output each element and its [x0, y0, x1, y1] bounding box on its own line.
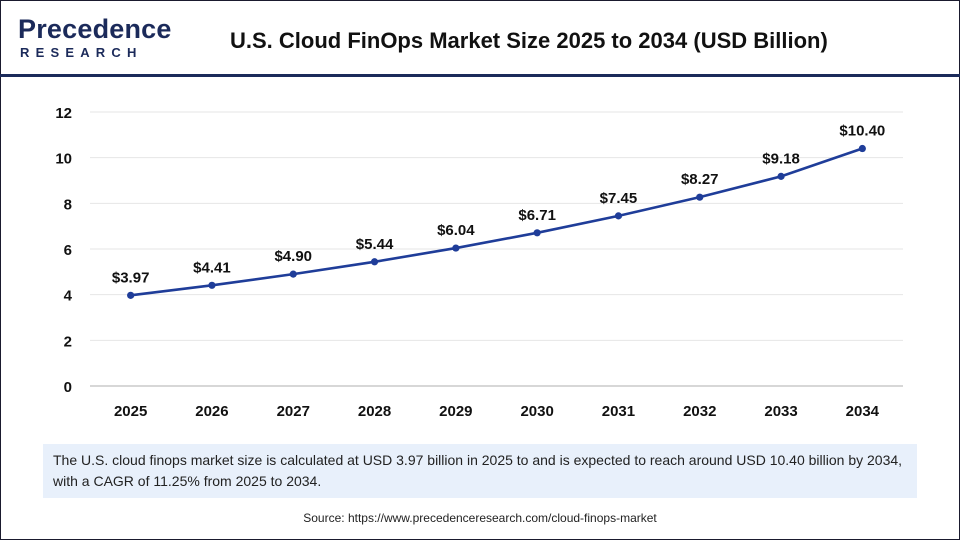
logo-wordmark: Precedence	[18, 14, 172, 44]
data-label: $5.44	[356, 236, 394, 253]
data-point	[533, 229, 541, 237]
y-tick-label: 12	[55, 105, 72, 122]
x-tick-label: 2034	[846, 403, 880, 420]
x-tick-label: 2028	[358, 403, 391, 420]
y-tick-label: 2	[64, 333, 72, 350]
x-tick-label: 2032	[683, 403, 716, 420]
source-citation: Source: https://www.precedenceresearch.c…	[303, 511, 657, 525]
summary-note: The U.S. cloud finops market size is cal…	[43, 444, 917, 498]
data-point	[208, 281, 216, 289]
data-label: $4.41	[193, 259, 231, 276]
data-point	[858, 144, 866, 153]
data-point	[777, 172, 785, 180]
header-divider	[0, 74, 960, 77]
data-label: $10.40	[839, 123, 885, 140]
header: Precedence RESEARCH U.S. Cloud FinOps Ma…	[0, 0, 960, 74]
y-tick-label: 6	[64, 242, 72, 259]
x-tick-label: 2033	[764, 403, 797, 420]
y-tick-label: 0	[64, 379, 72, 396]
y-tick-label: 4	[64, 288, 73, 305]
chart-title: U.S. Cloud FinOps Market Size 2025 to 20…	[230, 28, 828, 53]
data-point	[614, 212, 623, 220]
data-point	[289, 270, 297, 278]
x-tick-label: 2026	[195, 403, 228, 420]
line-chart: 0 2 4 6 8 10 12 2025 2026 2027 2028 2029 2030 2031 203…	[55, 105, 903, 420]
data-label: $4.90	[274, 248, 312, 265]
data-label: $3.97	[112, 269, 150, 286]
x-tick-label: 2030	[520, 403, 553, 420]
data-point	[696, 193, 704, 201]
data-label: $8.27	[681, 171, 719, 188]
data-label: $7.45	[600, 190, 638, 207]
x-tick-label: 2027	[277, 403, 310, 420]
x-tick-label: 2029	[439, 403, 472, 420]
precedence-research-logo: Precedence RESEARCH	[18, 14, 171, 64]
data-point	[127, 291, 135, 299]
data-point	[452, 244, 460, 252]
series-line	[130, 147, 863, 297]
y-tick-label: 10	[55, 151, 72, 168]
x-tick-label: 2031	[602, 403, 635, 420]
data-point	[370, 258, 379, 266]
x-tick-label: 2025	[114, 403, 147, 420]
data-label: $9.18	[762, 150, 800, 167]
y-tick-label: 8	[64, 196, 72, 213]
logo-subtitle: RESEARCH	[20, 45, 143, 60]
data-label: $6.04	[437, 222, 475, 239]
data-label: $6.71	[518, 207, 556, 224]
